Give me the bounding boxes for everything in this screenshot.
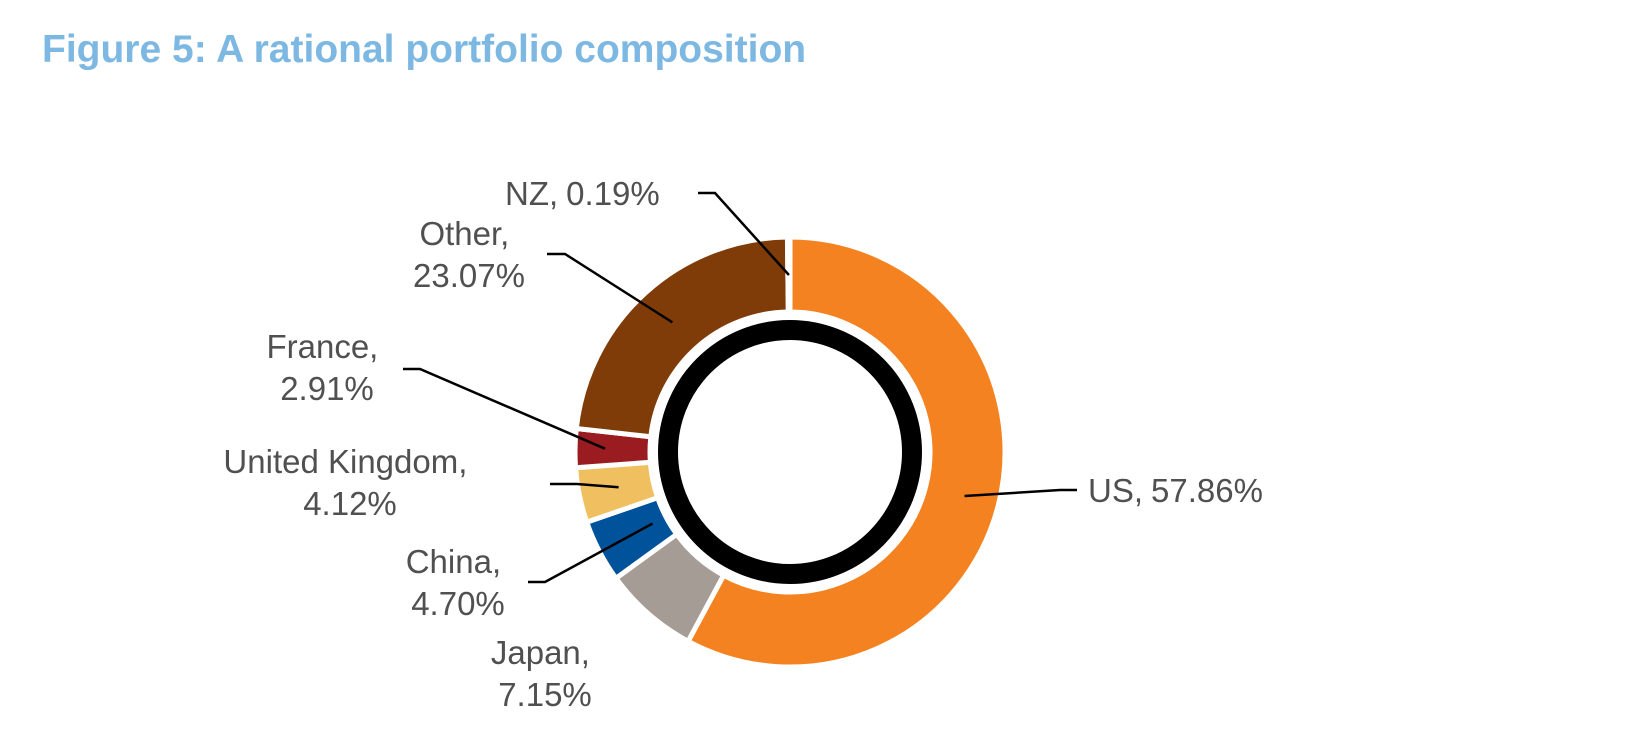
leader-us bbox=[964, 488, 1077, 498]
label-other: Other, 23.07% bbox=[413, 215, 525, 294]
leader-france bbox=[403, 367, 606, 450]
slice-us bbox=[685, 234, 1008, 670]
chart-title: Figure 5: A rational portfolio compositi… bbox=[42, 28, 807, 71]
leader-china bbox=[528, 522, 654, 584]
leader-other bbox=[547, 252, 674, 324]
label-united-kingdom: United Kingdom, 4.12% bbox=[223, 443, 476, 522]
label-japan: Japan, 7.15% bbox=[491, 634, 599, 713]
label-us: US, 57.86% bbox=[1088, 472, 1263, 509]
label-france: France, 2.91% bbox=[266, 328, 387, 407]
label-china: China, 4.70% bbox=[406, 543, 511, 622]
leader-united-kingdom bbox=[550, 482, 619, 489]
leader-nz bbox=[698, 191, 790, 276]
slice-other bbox=[573, 234, 791, 440]
inner-ring bbox=[658, 320, 922, 584]
leader-lines bbox=[403, 191, 1077, 584]
label-nz: NZ, 0.19% bbox=[505, 175, 660, 212]
donut-slices bbox=[572, 234, 1008, 670]
